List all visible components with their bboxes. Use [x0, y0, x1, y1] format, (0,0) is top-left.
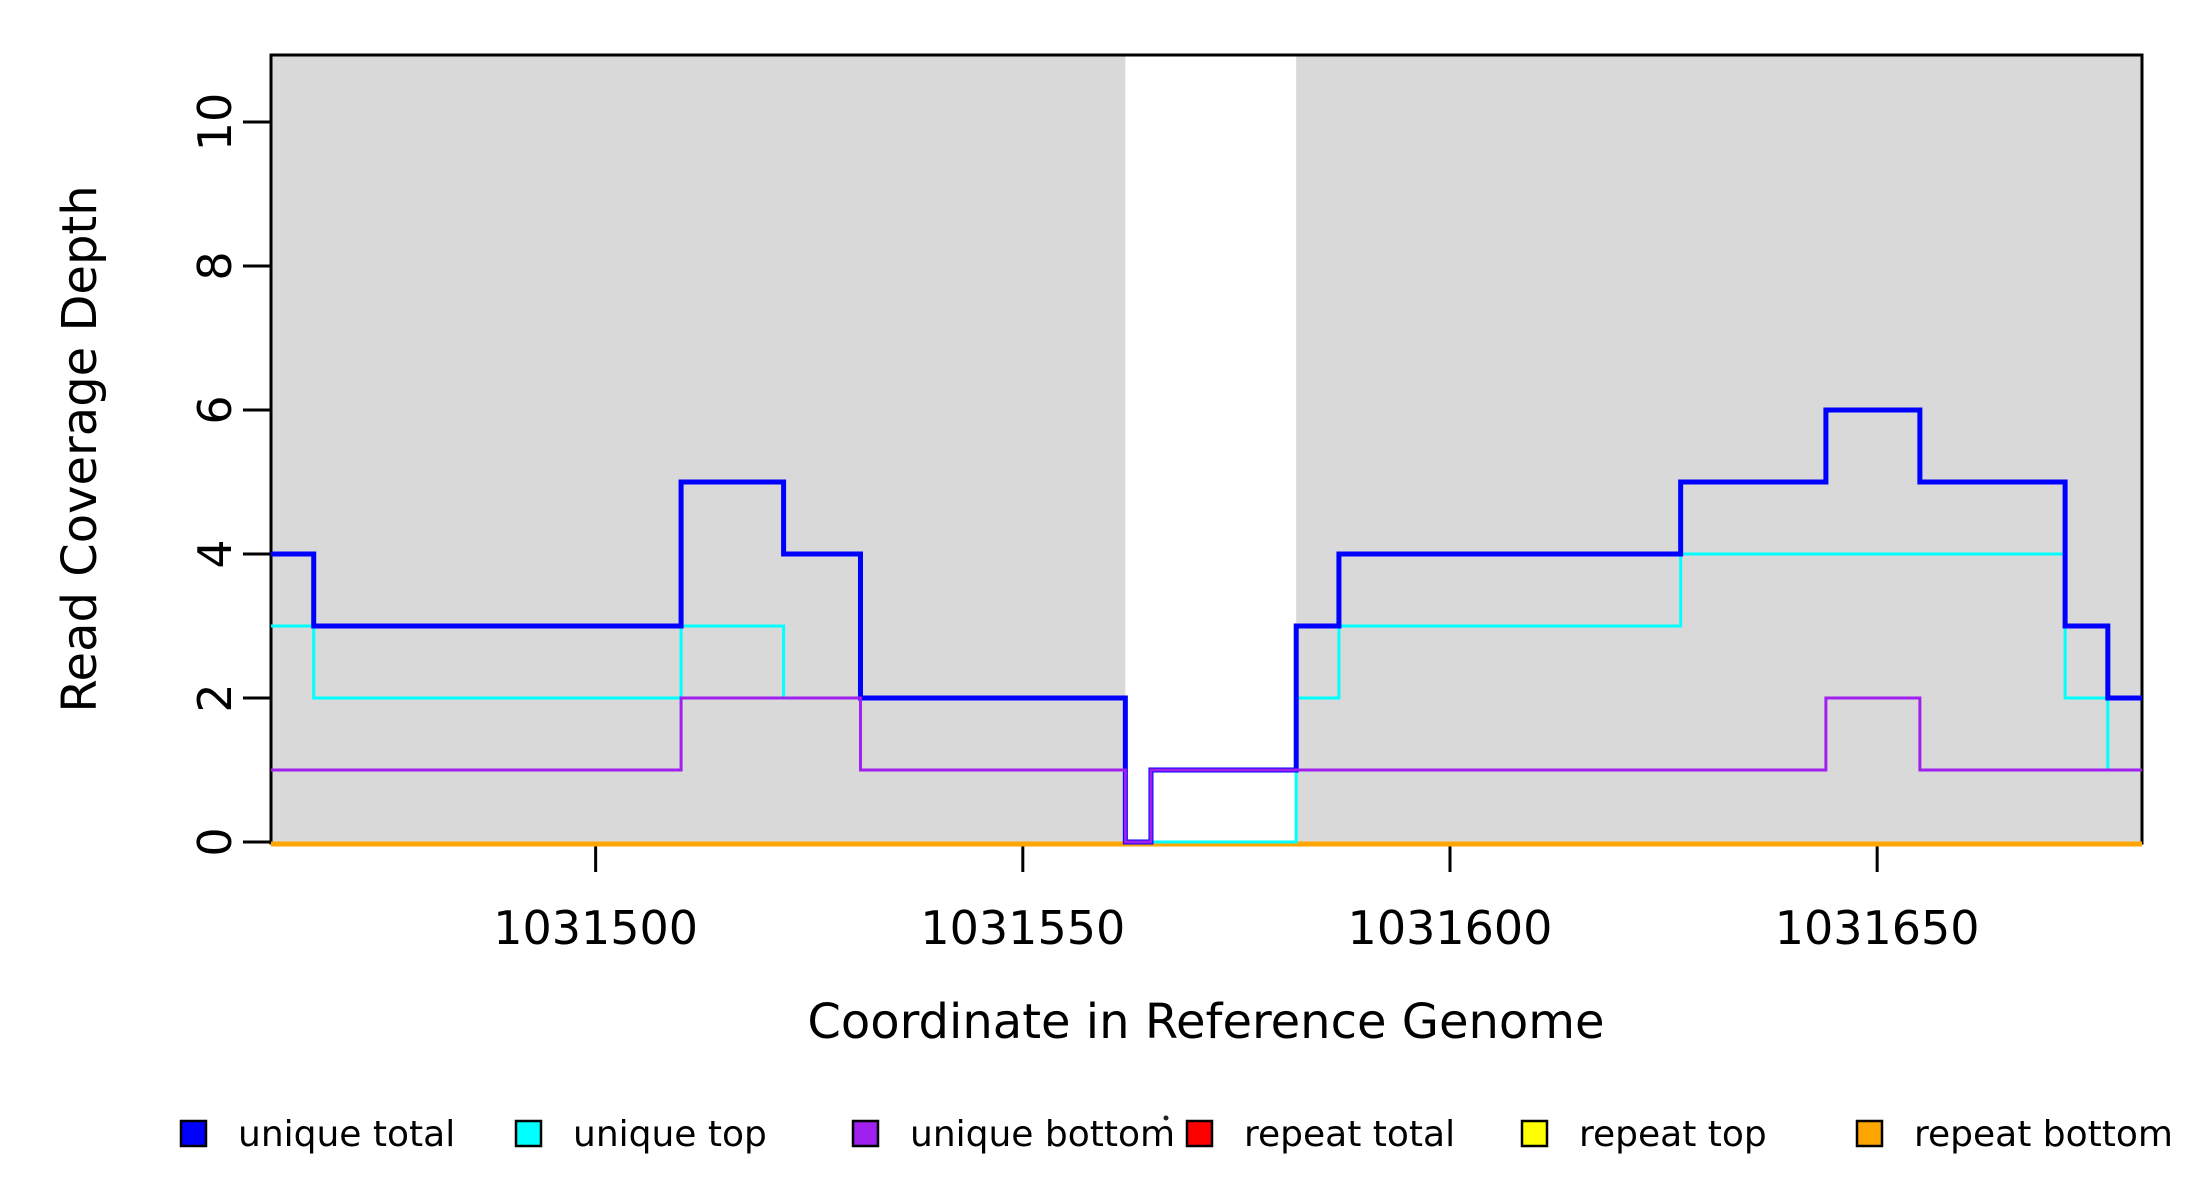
legend-swatch-unique-total	[179, 1119, 208, 1148]
legend-label-unique-total: unique total	[238, 1114, 455, 1155]
legend-label-unique-bottom: unique bottom	[910, 1114, 1175, 1155]
coverage-step-lines	[271, 407, 2142, 847]
legend-label-repeat-bottom: repeat bottom	[1914, 1114, 2173, 1155]
legend-swatch-repeat-bottom	[1855, 1119, 1884, 1148]
mappable-region-band	[1296, 55, 2142, 843]
y-axis-title: Read Coverage Depth	[52, 185, 108, 712]
y-tick-label: 10	[188, 93, 242, 152]
axis-ticks	[243, 120, 1879, 872]
y-tick-label: 0	[188, 827, 242, 856]
series-line-unique-total	[271, 407, 2142, 845]
shaded-mappable-regions	[271, 55, 2142, 843]
legend-item: repeat total	[1185, 1114, 1455, 1155]
y-tick-label: 8	[188, 251, 242, 280]
legend-swatch-unique-top	[514, 1119, 543, 1148]
legend: unique total unique top unique bottom repea…	[179, 1114, 2173, 1155]
x-tick-label: 1031650	[1775, 901, 1980, 955]
x-tick-label: 1031550	[920, 901, 1125, 955]
legend-item: unique total	[179, 1114, 455, 1155]
x-tick-label: 1031500	[493, 901, 698, 955]
stray-point-marker	[1163, 1115, 1169, 1121]
y-tick-label: 2	[188, 683, 242, 712]
y-tick-label: 6	[188, 395, 242, 424]
legend-swatch-repeat-total	[1185, 1119, 1214, 1148]
legend-swatch-repeat-top	[1520, 1119, 1549, 1148]
legend-label-repeat-total: repeat total	[1244, 1114, 1455, 1155]
legend-swatch-unique-bottom	[851, 1119, 880, 1148]
legend-item: repeat top	[1520, 1114, 1767, 1155]
legend-item: unique top	[514, 1114, 767, 1155]
axis-tick-labels: 1031500 1031550 1031600 1031650 0 2 4 6 8 10	[188, 93, 1980, 955]
legend-item: unique bottom	[851, 1114, 1175, 1155]
legend-label-unique-top: unique top	[573, 1114, 767, 1155]
legend-item: repeat bottom	[1855, 1114, 2173, 1155]
series-line-unique-bottom	[271, 696, 2142, 844]
legend-label-repeat-top: repeat top	[1579, 1114, 1767, 1155]
mappable-region-band	[271, 55, 1126, 843]
x-axis-title: Coordinate in Reference Genome	[807, 994, 1604, 1050]
y-tick-label: 4	[188, 539, 242, 568]
x-tick-label: 1031600	[1348, 901, 1553, 955]
